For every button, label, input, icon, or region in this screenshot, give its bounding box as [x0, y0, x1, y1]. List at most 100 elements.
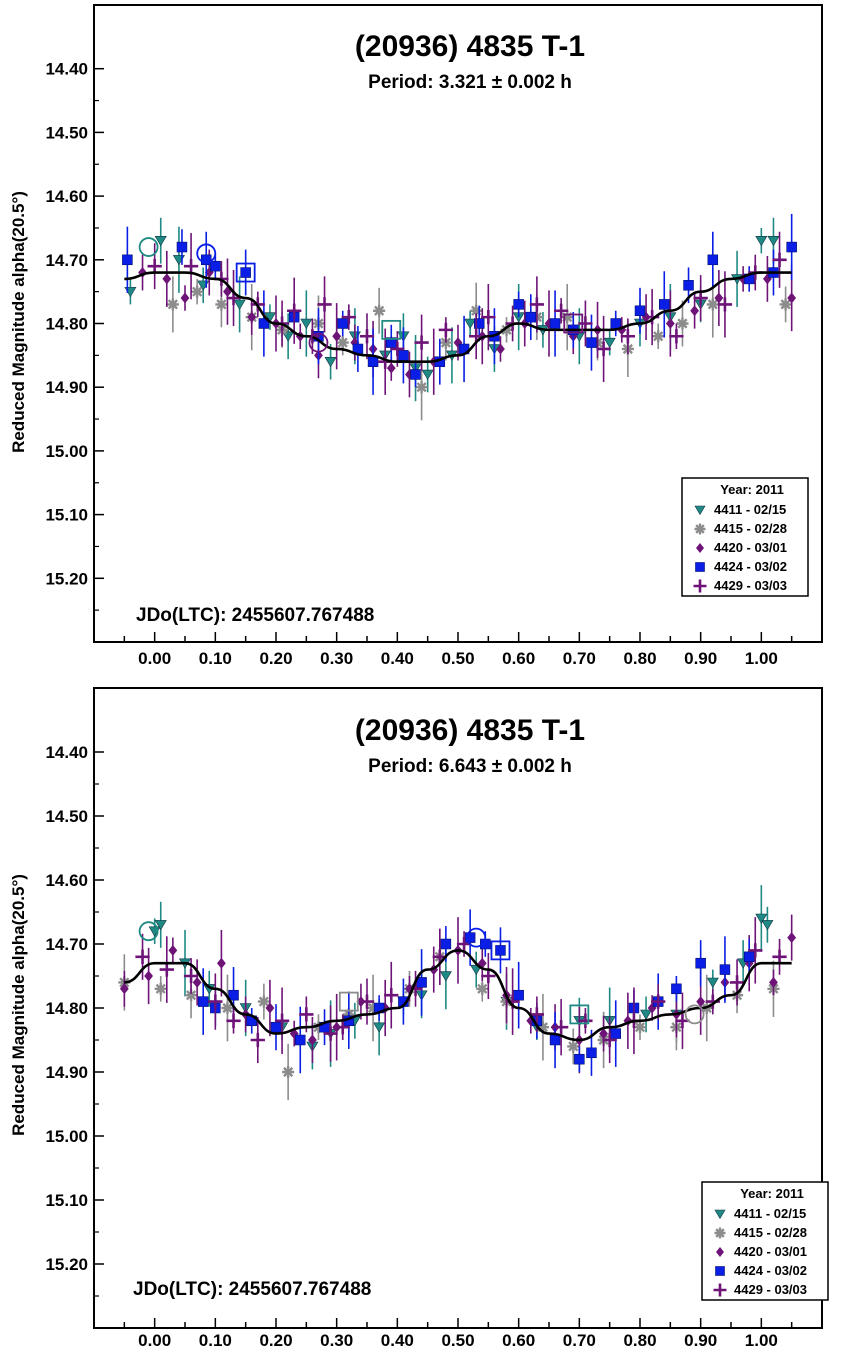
y-tick-label: 14.90 — [45, 1063, 88, 1082]
data-point — [263, 312, 276, 323]
data-point — [226, 1013, 241, 1028]
highlight-square — [381, 319, 402, 340]
data-point — [696, 996, 706, 1008]
data-point — [500, 323, 513, 336]
data-point — [671, 983, 682, 995]
data-point — [373, 1022, 386, 1033]
data-point — [470, 304, 483, 317]
data-point — [204, 267, 214, 279]
y-tick-label: 15.00 — [45, 1127, 88, 1146]
data-point — [208, 994, 223, 1009]
data-point — [176, 241, 188, 253]
x-tick-label: 0.10 — [199, 1331, 232, 1350]
data-point — [122, 254, 133, 266]
data-point — [787, 292, 797, 304]
legend-marker — [714, 1209, 726, 1220]
data-point — [332, 330, 342, 342]
data-point — [610, 1028, 621, 1039]
highlight-square — [338, 991, 359, 1012]
data-point — [258, 318, 270, 329]
legend-box — [701, 1181, 829, 1301]
y-axis-label: Reduced Magnitude alpha(20.5°) — [9, 874, 28, 1136]
legend-marker — [694, 505, 706, 516]
fit-curve — [124, 271, 792, 364]
x-tick-label: 0.80 — [623, 649, 656, 668]
data-point — [529, 297, 545, 312]
data-point — [221, 1001, 234, 1015]
data-point — [549, 1034, 561, 1046]
fit-curve — [124, 949, 792, 1042]
data-point — [525, 311, 537, 323]
data-point — [536, 1021, 549, 1034]
data-point — [596, 341, 611, 357]
legend-entry-label: 4420 - 03/01 — [714, 540, 787, 555]
data-point — [473, 318, 485, 329]
data-point — [415, 381, 428, 394]
data-marks — [118, 885, 797, 1101]
data-point — [228, 989, 239, 1001]
data-point — [767, 235, 780, 247]
data-point — [119, 983, 129, 995]
data-point — [183, 968, 199, 984]
data-point — [414, 335, 429, 350]
data-point — [651, 994, 666, 1009]
y-tick-label: 14.40 — [45, 743, 88, 762]
data-point — [124, 286, 137, 298]
data-point — [659, 299, 670, 310]
data-point — [336, 336, 349, 349]
data-point — [367, 356, 379, 367]
legend-entries: 4411 - 02/15 4415 - 02/28 4420 - 03/01 4424… — [713, 1206, 807, 1297]
data-point — [603, 337, 616, 349]
x-tick-label: 0.50 — [441, 1331, 474, 1350]
data-point — [496, 343, 505, 355]
x-tick-label: 0.70 — [563, 1331, 596, 1350]
data-point — [159, 962, 174, 977]
legend-marker — [693, 579, 707, 593]
legend-entry-label: 4429 - 03/03 — [714, 578, 787, 593]
highlight-square — [235, 262, 256, 283]
data-point — [553, 303, 569, 318]
data-point — [602, 1032, 617, 1048]
data-point — [529, 1007, 545, 1022]
data-point — [481, 968, 496, 984]
chart-subtitle: Period: 6.643 ± 0.002 h — [368, 756, 572, 777]
data-point — [300, 318, 313, 330]
data-point — [183, 259, 199, 274]
data-point — [586, 337, 597, 348]
y-ticks: 14.40 14.50 14.60 14.70 14.80 14.90 15.00 15.10… — [45, 743, 104, 1297]
data-point — [714, 292, 724, 304]
highlight-circle — [196, 243, 217, 264]
y-tick-label: 15.00 — [45, 442, 88, 461]
legend: Year: 2011 4411 - 02/15 4415 - 02/28 4420 … — [701, 1181, 829, 1301]
data-point — [719, 964, 731, 975]
data-point — [786, 241, 797, 253]
data-point — [166, 298, 179, 311]
y-tick-label: 15.20 — [45, 1255, 88, 1274]
data-point — [197, 996, 209, 1007]
x-tick-label: 0.30 — [320, 649, 353, 668]
chart-subtitle: Period: 3.321 ± 0.002 h — [368, 72, 572, 93]
y-tick-label: 15.10 — [45, 1191, 88, 1210]
data-point — [495, 945, 506, 956]
data-marks — [122, 213, 797, 421]
data-point — [367, 1001, 380, 1015]
data-point — [772, 949, 787, 964]
data-point — [217, 957, 226, 969]
x-tick-label: 0.60 — [502, 1331, 535, 1350]
x-tick-label: 1.00 — [745, 1331, 778, 1350]
data-point — [578, 316, 593, 331]
y-tick-label: 14.40 — [45, 60, 88, 79]
data-point — [154, 235, 167, 247]
data-point — [257, 995, 270, 1008]
x-tick-label: 0.00 — [138, 649, 171, 668]
legend-title: Year: 2011 — [720, 482, 784, 497]
y-tick-label: 14.80 — [45, 999, 88, 1018]
x-tick-label: 0.70 — [563, 649, 596, 668]
data-point — [324, 357, 337, 368]
x-tick-label: 0.90 — [684, 1331, 717, 1350]
data-point — [481, 309, 496, 325]
data-point — [440, 938, 452, 950]
legend-entry-label: 4420 - 03/01 — [734, 1244, 807, 1259]
data-point — [695, 957, 706, 969]
data-point — [200, 254, 212, 266]
